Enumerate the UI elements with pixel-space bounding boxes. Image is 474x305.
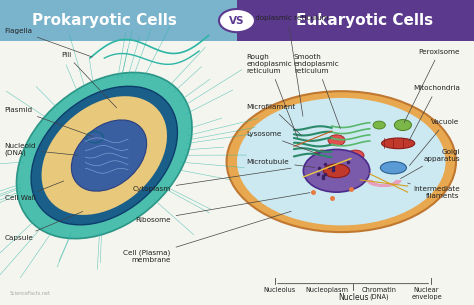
Ellipse shape xyxy=(380,162,406,174)
Text: Ribosome: Ribosome xyxy=(135,193,310,223)
Text: Plasmid: Plasmid xyxy=(5,107,92,136)
Text: Rough
endoplasmic
reticulum: Rough endoplasmic reticulum xyxy=(246,54,298,138)
Text: Nucleus: Nucleus xyxy=(338,293,368,302)
Text: Eukaryotic Cells: Eukaryotic Cells xyxy=(296,13,434,28)
Text: Cytoplasm: Cytoplasm xyxy=(132,168,291,192)
Text: Microtubule: Microtubule xyxy=(246,159,315,167)
Text: Vacuole: Vacuole xyxy=(410,119,460,166)
Circle shape xyxy=(373,121,385,129)
Text: VS: VS xyxy=(229,16,245,26)
Ellipse shape xyxy=(303,149,370,192)
Ellipse shape xyxy=(31,86,177,225)
Text: Nucleoplasm: Nucleoplasm xyxy=(306,287,348,293)
Ellipse shape xyxy=(323,164,349,178)
Ellipse shape xyxy=(72,120,146,191)
Ellipse shape xyxy=(42,96,167,215)
Text: Nucleoid
(DNA): Nucleoid (DNA) xyxy=(5,143,78,156)
Text: Cell (Plasma)
membrane: Cell (Plasma) membrane xyxy=(123,211,291,263)
Circle shape xyxy=(219,9,255,32)
Text: Endoplasmic reticulum: Endoplasmic reticulum xyxy=(246,15,329,116)
Text: ScienceFacts.net: ScienceFacts.net xyxy=(9,291,50,296)
Text: Smooth
endoplasmic
reticulum: Smooth endoplasmic reticulum xyxy=(294,54,340,128)
Ellipse shape xyxy=(382,138,415,149)
FancyBboxPatch shape xyxy=(237,0,474,41)
Text: Microfilament: Microfilament xyxy=(246,104,301,135)
Text: Golgi
apparatus: Golgi apparatus xyxy=(401,149,460,179)
Ellipse shape xyxy=(227,91,456,232)
Circle shape xyxy=(394,120,411,131)
Text: Capsule: Capsule xyxy=(5,211,83,241)
Text: Flagella: Flagella xyxy=(5,27,92,57)
Text: Nuclear
envelope: Nuclear envelope xyxy=(411,287,442,300)
Circle shape xyxy=(328,135,345,146)
Text: Pili: Pili xyxy=(62,52,117,108)
FancyBboxPatch shape xyxy=(0,0,237,41)
Text: Mitochondria: Mitochondria xyxy=(409,85,460,141)
Circle shape xyxy=(347,150,364,161)
Ellipse shape xyxy=(237,98,446,225)
Circle shape xyxy=(314,150,331,161)
Text: Peroxisome: Peroxisome xyxy=(404,49,460,123)
Text: Cell Wall: Cell Wall xyxy=(5,181,64,201)
Text: Prokaryotic Cells: Prokaryotic Cells xyxy=(32,13,177,28)
Text: Intermediate
filaments: Intermediate filaments xyxy=(408,183,460,199)
Ellipse shape xyxy=(17,72,192,239)
Text: Nucleolus: Nucleolus xyxy=(264,287,296,293)
Text: Lysosome: Lysosome xyxy=(246,131,319,155)
Text: Chromatin
(DNA): Chromatin (DNA) xyxy=(362,287,397,300)
